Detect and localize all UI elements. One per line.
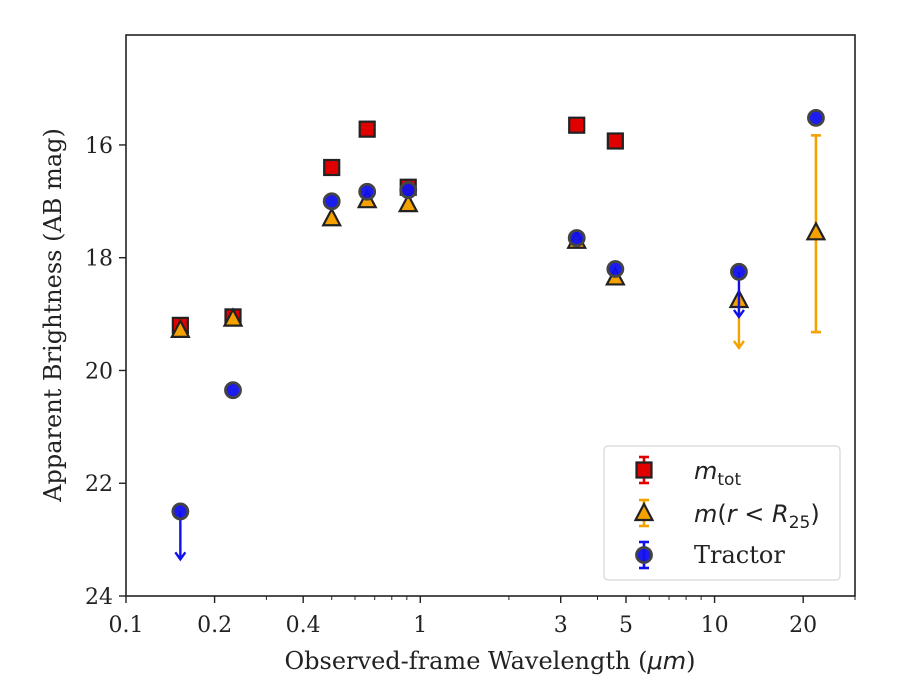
legend-m-r25-open: ( [717, 500, 726, 528]
x-tick-label: 5 [619, 613, 633, 638]
y-tick-label: 16 [85, 134, 113, 159]
x-axis-ticks: 0.1 0.2 0.4 1 3 5 10 20 [109, 596, 856, 638]
data-point-m_tot [358, 120, 376, 138]
y-tick-label: 18 [85, 247, 113, 272]
x-axis-label-suffix: ) [686, 647, 695, 675]
x-tick-label: 20 [789, 613, 817, 638]
legend-box [603, 445, 841, 581]
data-point-m_r25 [321, 206, 343, 227]
x-tick-label: 1 [413, 613, 427, 638]
data-point-tractor [606, 260, 625, 278]
legend-marker-m_tot [635, 461, 653, 479]
x-tick-label: 0.1 [109, 613, 144, 638]
chart-marks [170, 108, 827, 562]
data-point-tractor [171, 502, 190, 521]
legend-markers [633, 455, 655, 570]
legend-m-r25-sub: 25 [789, 513, 811, 533]
y-tick-label: 22 [85, 472, 113, 497]
data-point-tractor [399, 181, 418, 199]
legend-label-m-r25: m(r < R25) [694, 500, 820, 533]
data-point-m_tot [323, 158, 341, 177]
legend-m-r25-var: r [727, 500, 739, 528]
x-axis-label: Observed-frame Wavelength (μm) [285, 647, 696, 675]
plot-frame [125, 34, 856, 597]
legend: mtot m(r < R25) Tractor [603, 445, 841, 581]
x-tick-label: 10 [701, 613, 729, 638]
legend-marker-m_r25 [633, 501, 655, 522]
legend-m-tot-sub: tot [717, 470, 741, 490]
data-point-m_r25 [170, 318, 191, 338]
legend-m-r25-base: m [694, 500, 717, 528]
data-point-m_tot [606, 132, 624, 150]
legend-m-r25-lt: < [737, 500, 772, 528]
x-axis-label-unit: μm [646, 647, 686, 675]
data-point-tractor [224, 381, 242, 400]
legend-label-tractor: Tractor [694, 541, 785, 569]
y-axis-label: Apparent Brightness (AB mag) [39, 128, 67, 503]
data-point-m_r25 [397, 192, 419, 213]
x-tick-label: 0.4 [286, 613, 321, 638]
data-point-tractor [358, 182, 377, 201]
y-tick-label: 24 [85, 585, 113, 610]
legend-m-r25-close: ) [810, 500, 819, 528]
legend-m-tot-base: m [694, 457, 717, 485]
x-tick-label: 0.2 [197, 613, 232, 638]
data-point-m_tot [568, 116, 586, 134]
data-point-m_r25 [805, 220, 827, 241]
series-m_r25 [170, 134, 827, 350]
series-tractor [171, 108, 825, 562]
legend-m-r25-var2: R [772, 500, 789, 528]
data-point-tractor [730, 262, 748, 281]
x-tick-label: 3 [554, 613, 568, 638]
y-axis-ticks: 16 18 20 22 24 [85, 134, 126, 610]
y-tick-label: 20 [85, 359, 113, 384]
series-m_tot [171, 116, 624, 334]
data-point-tractor [807, 108, 825, 127]
data-point-m_r25 [222, 307, 244, 327]
data-point-tractor [322, 192, 341, 211]
legend-marker-tractor [635, 546, 653, 564]
data-point-tractor [567, 229, 586, 247]
legend-label-m-tot: mtot [694, 457, 741, 490]
x-axis-label-prefix: Observed-frame Wavelength ( [285, 647, 648, 675]
